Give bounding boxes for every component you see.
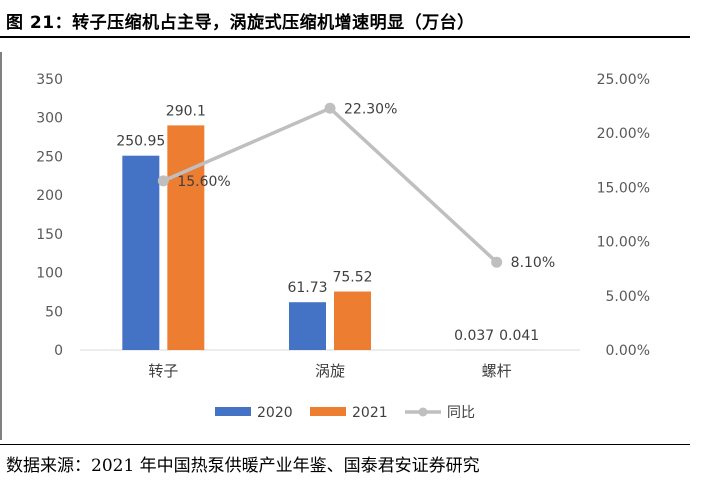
bar-2020: [289, 302, 326, 350]
x-category-label: 涡旋: [315, 362, 345, 380]
x-category-label: 转子: [148, 362, 178, 380]
bar-2021: [334, 291, 371, 350]
x-category-label: 螺杆: [482, 362, 512, 380]
y-left-tick-label: 50: [45, 304, 63, 320]
bars-layer: [122, 125, 538, 350]
y-left-tick-label: 300: [36, 111, 63, 127]
bar-2021: [167, 125, 205, 350]
legend-swatch: [215, 407, 251, 416]
y-right-tick-label: 15.00%: [597, 180, 650, 196]
y-right-tick-label: 20.00%: [597, 126, 650, 142]
line-point: [157, 175, 169, 187]
labels-layer: 250.95 61.73 0.037 290.1 75.52 0.041 15.60% 22.…: [116, 101, 555, 344]
line-point: [491, 256, 503, 268]
y-left-tick-label: 200: [36, 188, 63, 204]
bar-data-label: 61.73: [287, 280, 327, 296]
y-right-tick-label: 25.00%: [597, 72, 650, 88]
bar-data-label: 0.037: [454, 328, 494, 344]
y-left-tick-label: 250: [36, 149, 63, 165]
legend: 2020 2021 同比: [215, 405, 475, 421]
top-rule: [0, 36, 690, 38]
bar-2020: [122, 155, 160, 350]
y-left-tick-label: 100: [36, 266, 63, 282]
legend-label: 同比: [447, 405, 475, 421]
bottom-rule: [0, 444, 690, 445]
legend-label: 2021: [352, 405, 388, 421]
bar-data-label: 250.95: [116, 134, 165, 150]
line-layer: [157, 102, 503, 268]
line-data-label: 8.10%: [511, 255, 555, 271]
line-data-label: 15.60%: [177, 174, 230, 190]
line-data-label: 22.30%: [344, 101, 397, 117]
y-right-tick-label: 0.00%: [606, 343, 650, 359]
axes-layer: 0 50 100 150 200 250 300 350 0.00% 5.00% 10.00% 15.…: [36, 72, 650, 380]
y-left-tick-label: 150: [36, 227, 63, 243]
y-right-tick-label: 5.00%: [606, 289, 650, 305]
line-point: [324, 102, 336, 114]
bar-data-label: 0.041: [499, 328, 539, 344]
legend-swatch-marker: [418, 407, 428, 417]
figure-title: 图 21：转子压缩机占主导，涡旋式压缩机增速明显（万台）: [6, 13, 475, 33]
chart: 0 50 100 150 200 250 300 350 0.00% 5.00% 10.00% 15.…: [0, 52, 650, 440]
y-right-tick-label: 10.00%: [597, 235, 650, 251]
y-left-tick-label: 0: [54, 343, 63, 359]
source-note: 数据来源：2021 年中国热泵供暖产业年鉴、国泰君安证券研究: [6, 456, 480, 476]
y-left-tick-label: 350: [36, 72, 63, 88]
legend-label: 2020: [257, 405, 293, 421]
bar-data-label: 290.1: [166, 103, 206, 119]
bar-data-label: 75.52: [332, 270, 372, 286]
legend-swatch: [310, 407, 346, 416]
